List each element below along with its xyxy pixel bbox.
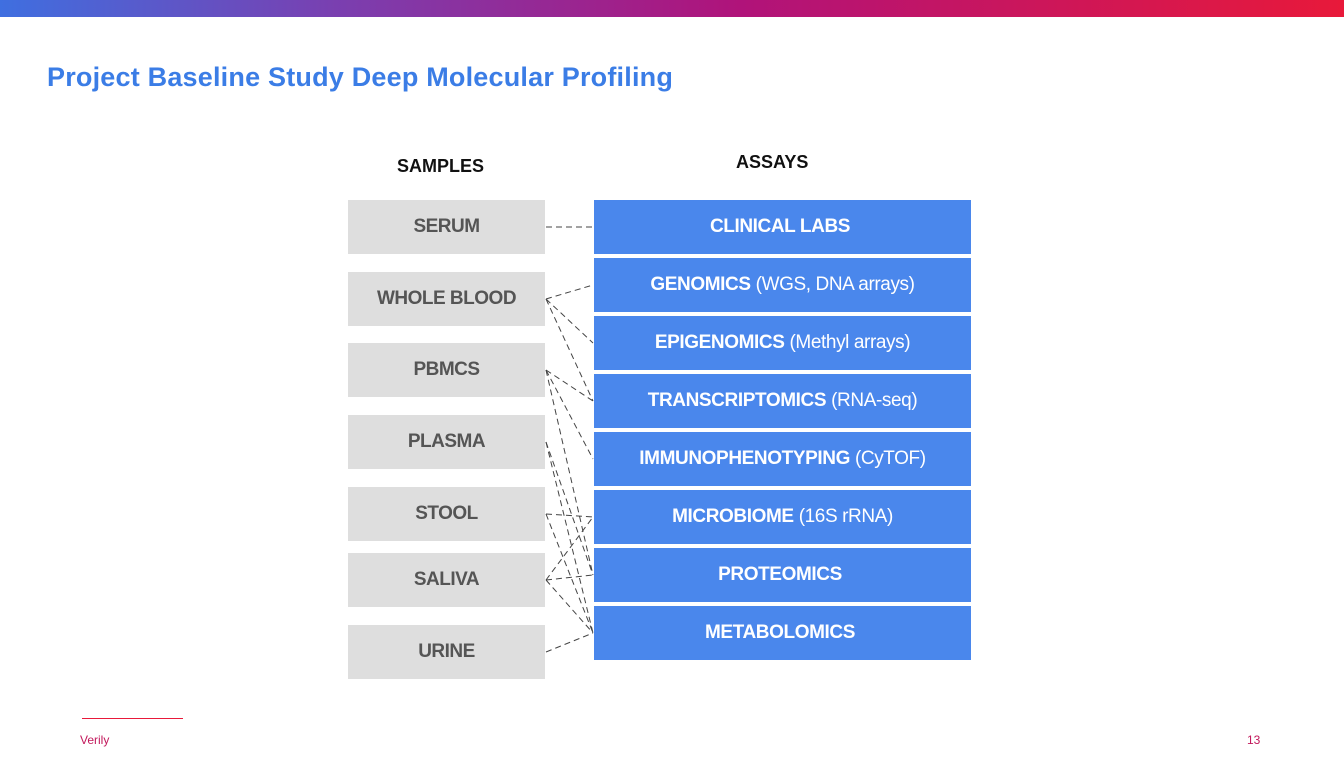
sample-box-serum: SERUM	[348, 200, 545, 254]
assay-detail: (16S rRNA)	[798, 506, 894, 527]
assay-detail: (WGS, DNA arrays)	[755, 274, 915, 295]
assay-box-epigenomics: EPIGENOMICS (Methyl arrays)	[594, 316, 971, 370]
assay-name: TRANSCRIPTOMICS	[647, 390, 827, 411]
connector-line	[545, 579, 594, 634]
assay-box-clinical-labs: CLINICAL LABS	[594, 200, 971, 254]
connector-line	[545, 441, 594, 576]
sample-box-urine: URINE	[348, 625, 545, 679]
assay-box-microbiome: MICROBIOME (16S rRNA)	[594, 490, 971, 544]
assay-box-transcriptomics: TRANSCRIPTOMICS (RNA-seq)	[594, 374, 971, 428]
connector-line	[545, 369, 594, 460]
sample-box-stool: STOOL	[348, 487, 545, 541]
connector-line	[545, 516, 594, 581]
page-number: 13	[1247, 733, 1261, 747]
assay-box-proteomics: PROTEOMICS	[594, 548, 971, 602]
sample-box-plasma: PLASMA	[348, 415, 545, 469]
assay-box-immunophenotyping: IMMUNOPHENOTYPING (CyTOF)	[594, 432, 971, 486]
assays-header: ASSAYS	[736, 152, 809, 172]
connector-line	[545, 632, 594, 653]
assay-name: PROTEOMICS	[718, 564, 842, 585]
sample-box-pbmcs: PBMCS	[348, 343, 545, 397]
assay-name: EPIGENOMICS	[654, 332, 785, 353]
connector-line	[545, 298, 594, 402]
assay-detail: (Methyl arrays)	[789, 332, 911, 353]
connector-line	[545, 513, 594, 518]
assay-name: METABOLOMICS	[704, 622, 855, 643]
connector-line	[545, 369, 594, 576]
assay-name: GENOMICS	[650, 274, 751, 295]
top-gradient-bar	[0, 0, 1344, 17]
assay-name: IMMUNOPHENOTYPING	[639, 448, 850, 469]
sample-box-whole-blood: WHOLE BLOOD	[348, 272, 545, 326]
assay-box-genomics: GENOMICS (WGS, DNA arrays)	[594, 258, 971, 312]
slide-title: Project Baseline Study Deep Molecular Pr…	[47, 62, 674, 92]
assay-name: CLINICAL LABS	[709, 216, 851, 237]
connector-line	[545, 574, 594, 581]
connector-line	[545, 441, 594, 634]
connector-line	[545, 513, 594, 634]
footer-brand: Verily	[80, 733, 110, 747]
assay-name: MICROBIOME	[672, 506, 794, 527]
footer-divider	[82, 718, 183, 719]
connector-line	[545, 284, 594, 300]
assay-box-metabolomics: METABOLOMICS	[594, 606, 971, 660]
assay-detail: (CyTOF)	[854, 448, 926, 469]
sample-box-saliva: SALIVA	[348, 553, 545, 607]
connector-line	[545, 298, 594, 344]
assay-detail: (RNA-seq)	[831, 390, 918, 411]
samples-header: SAMPLES	[397, 156, 485, 176]
